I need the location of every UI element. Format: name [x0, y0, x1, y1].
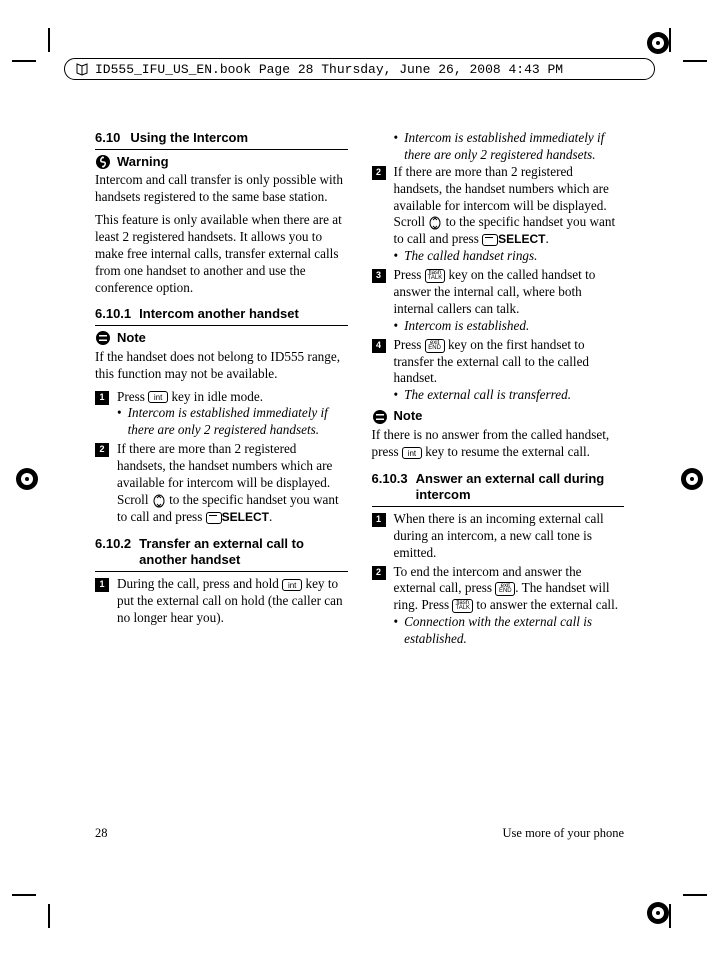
print-header: ID555_IFU_US_EN.book Page 28 Thursday, J… [64, 58, 655, 80]
select-label: SELECT [498, 232, 545, 246]
subsection-number: 6.10.3 [372, 471, 408, 504]
warning-text: Intercom and call transfer is only possi… [95, 172, 348, 206]
step-text: key in idle mode. [168, 389, 263, 404]
registration-mark [16, 468, 38, 490]
warning-label: Warning [117, 154, 169, 171]
step-number-icon: 1 [95, 578, 109, 592]
subsection-number: 6.10.2 [95, 536, 131, 569]
book-icon [75, 62, 89, 76]
continuation-bullet: • Intercom is established immediately if… [394, 130, 625, 164]
note-label-row: Note [95, 330, 348, 347]
step-number-icon: 1 [372, 513, 386, 527]
crop-mark [669, 904, 671, 928]
section-6-10-2-heading: 6.10.2 Transfer an external call to anot… [95, 536, 348, 572]
step-text: When there is an incoming external call … [394, 511, 625, 562]
bullet-dot: • [394, 248, 399, 265]
end-key-icon: exitEND [495, 582, 515, 596]
step-text: During the call, press and hold [117, 576, 282, 591]
softkey-icon [206, 512, 222, 524]
step-number-icon: 3 [372, 269, 386, 283]
registration-mark [681, 468, 703, 490]
note-text-part: key to resume the external call. [422, 444, 590, 459]
subsection-title: Answer an external call during intercom [416, 471, 624, 504]
period: . [545, 231, 548, 246]
step-text: Press [394, 267, 425, 282]
crop-mark [669, 28, 671, 52]
bullet-text: Intercom is established immediately if t… [404, 130, 624, 164]
section-title: Using the Intercom [130, 130, 248, 147]
note-label: Note [117, 330, 146, 347]
int-key-icon: int [148, 391, 168, 403]
note-text: If there is no answer from the called ha… [372, 427, 625, 461]
bullet-text: Intercom is established. [404, 318, 624, 335]
scroll-icon [428, 216, 442, 230]
step-1: 1 When there is an incoming external cal… [372, 511, 625, 562]
page-footer: 28 Use more of your phone [95, 826, 624, 841]
step-1: 1 Press int key in idle mode. • Intercom… [95, 389, 348, 440]
step-text: to answer the external call. [473, 597, 618, 612]
note-icon [372, 409, 388, 425]
crop-mark [683, 60, 707, 62]
bullet-text: Intercom is established immediately if t… [128, 405, 348, 439]
right-column: • Intercom is established immediately if… [372, 130, 625, 811]
crop-mark [12, 60, 36, 62]
talk-key-icon: flashTALK [452, 599, 473, 613]
page-number: 28 [95, 826, 108, 841]
step-text: Press [394, 337, 425, 352]
subsection-title: Transfer an external call to another han… [139, 536, 347, 569]
page-content: 6.10 Using the Intercom Warning Intercom… [95, 130, 624, 841]
softkey-icon [482, 234, 498, 246]
header-text: ID555_IFU_US_EN.book Page 28 Thursday, J… [95, 62, 563, 77]
step-1: 1 During the call, press and hold int ke… [95, 576, 348, 627]
bullet-text: The called handset rings. [404, 248, 624, 265]
warning-icon [95, 154, 111, 170]
section-number: 6.10 [95, 130, 120, 147]
step-number-icon: 1 [95, 391, 109, 405]
section-6-10-1-heading: 6.10.1 Intercom another handset [95, 306, 348, 326]
bullet-text: Connection with the external call is est… [404, 614, 624, 648]
int-key-icon: int [402, 447, 422, 459]
note-icon [95, 330, 111, 346]
note-text: If the handset does not belong to ID555 … [95, 349, 348, 383]
subsection-title: Intercom another handset [139, 306, 299, 323]
bullet-dot: • [394, 614, 399, 648]
left-column: 6.10 Using the Intercom Warning Intercom… [95, 130, 348, 811]
bullet-dot: • [394, 387, 399, 404]
scroll-icon [152, 494, 166, 508]
registration-mark [647, 902, 669, 924]
step-2: 2 To end the intercom and answer the ext… [372, 564, 625, 648]
subsection-number: 6.10.1 [95, 306, 131, 323]
step-number-icon: 2 [372, 566, 386, 580]
crop-mark [48, 904, 50, 928]
warning-label-row: Warning [95, 154, 348, 171]
bullet-dot: • [394, 318, 399, 335]
bullet-dot: • [394, 130, 399, 164]
section-6-10-3-heading: 6.10.3 Answer an external call during in… [372, 471, 625, 507]
period: . [269, 509, 272, 524]
step-4: 4 Press exitEND key on the first handset… [372, 337, 625, 405]
step-number-icon: 2 [95, 443, 109, 457]
bullet-dot: • [117, 405, 122, 439]
end-key-icon: exitEND [425, 339, 445, 353]
note-label: Note [394, 408, 423, 425]
step-text: Press [117, 389, 148, 404]
footer-title: Use more of your phone [503, 826, 625, 841]
crop-mark [683, 894, 707, 896]
step-number-icon: 2 [372, 166, 386, 180]
select-label: SELECT [222, 510, 269, 524]
note-label-row: Note [372, 408, 625, 425]
crop-mark [48, 28, 50, 52]
talk-key-icon: flashTALK [425, 269, 446, 283]
crop-mark [12, 894, 36, 896]
bullet-text: The external call is transferred. [404, 387, 624, 404]
step-2: 2 If there are more than 2 registered ha… [372, 164, 625, 265]
registration-mark [647, 32, 669, 54]
step-number-icon: 4 [372, 339, 386, 353]
int-key-icon: int [282, 579, 302, 591]
step-2: 2 If there are more than 2 registered ha… [95, 441, 348, 525]
feature-text: This feature is only available when ther… [95, 212, 348, 296]
section-6-10-heading: 6.10 Using the Intercom [95, 130, 348, 150]
step-3: 3 Press flashTALK key on the called hand… [372, 267, 625, 335]
